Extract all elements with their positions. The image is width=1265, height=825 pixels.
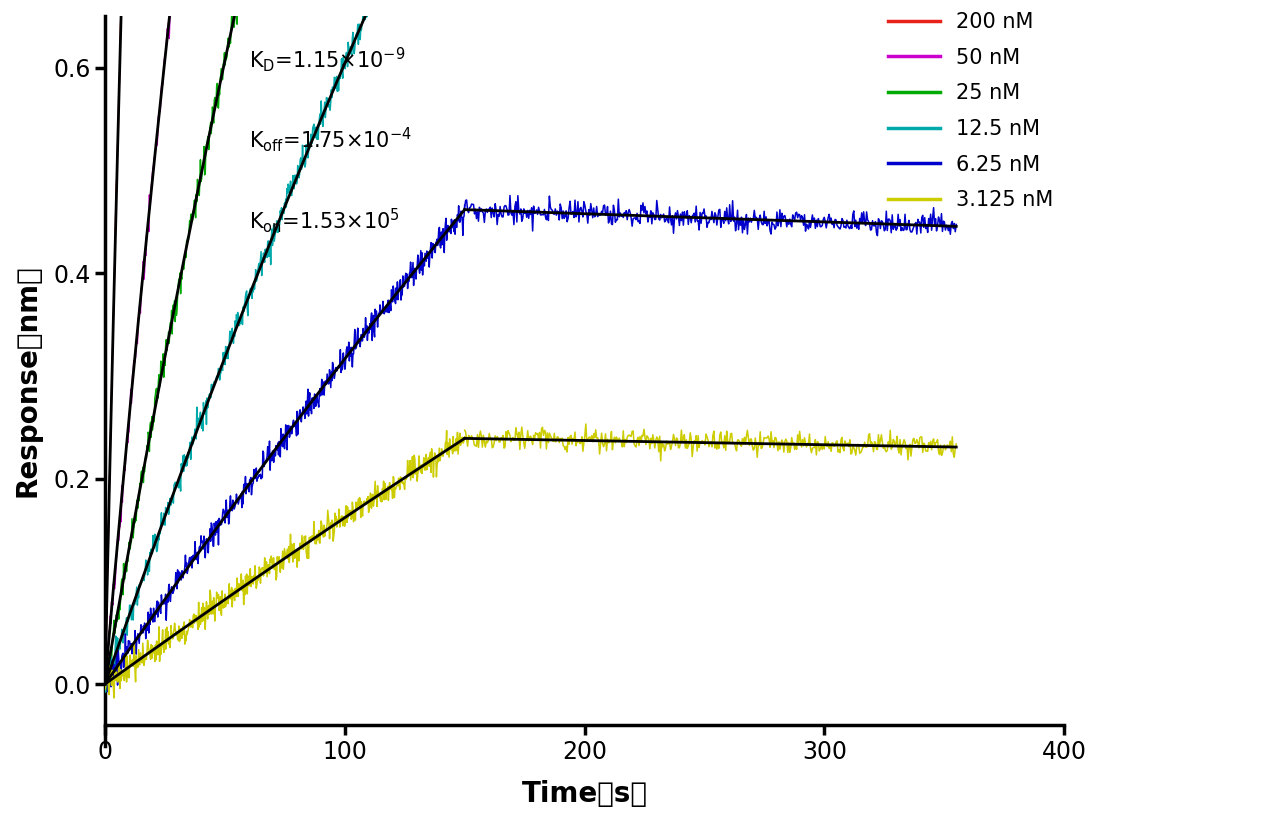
Y-axis label: Response（nm）: Response（nm） (14, 265, 42, 497)
Text: K$_{\mathregular{D}}$=1.15×10$^{-9}$: K$_{\mathregular{D}}$=1.15×10$^{-9}$ (249, 45, 405, 74)
X-axis label: Time（s）: Time（s） (521, 780, 648, 808)
Text: K$_{\mathregular{off}}$=1.75×10$^{-4}$: K$_{\mathregular{off}}$=1.75×10$^{-4}$ (249, 125, 412, 154)
Text: K$_{\mathregular{on}}$=1.53×10$^{5}$: K$_{\mathregular{on}}$=1.53×10$^{5}$ (249, 206, 400, 234)
Legend: 200 nM, 50 nM, 25 nM, 12.5 nM, 6.25 nM, 3.125 nM: 200 nM, 50 nM, 25 nM, 12.5 nM, 6.25 nM, … (888, 12, 1054, 210)
